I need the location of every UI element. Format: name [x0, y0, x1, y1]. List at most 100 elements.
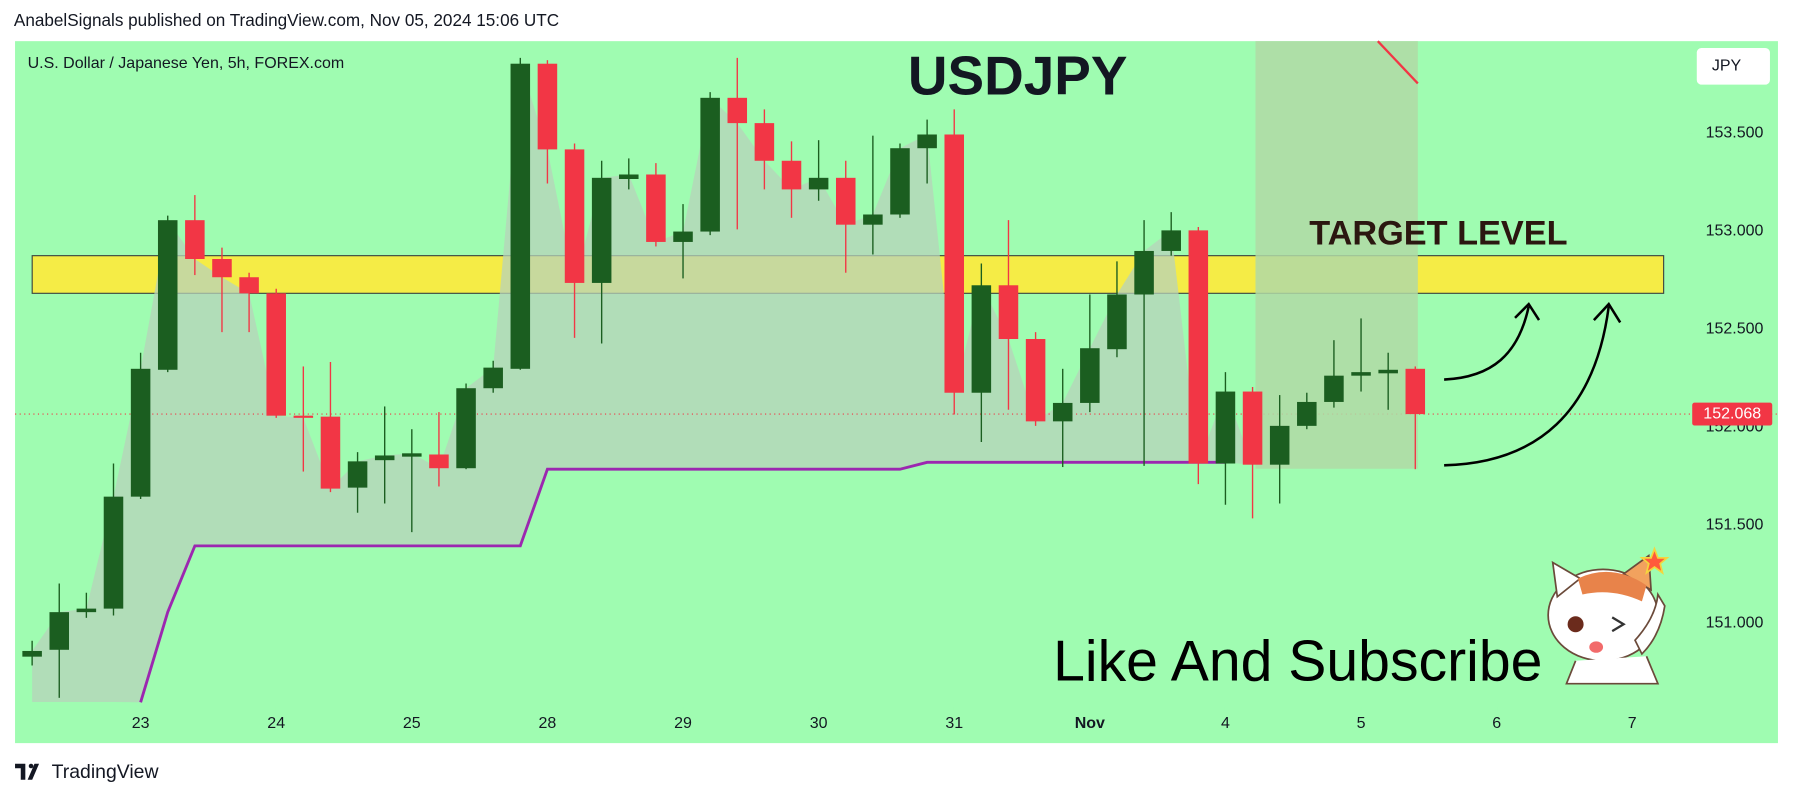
candle-body: [374, 455, 395, 461]
cat-paw: [1634, 591, 1666, 656]
arrow-head: [1514, 302, 1541, 321]
logo-dot: [28, 763, 34, 769]
candle-body: [293, 415, 314, 418]
x-tick-label: Nov: [1075, 715, 1105, 732]
candle-body: [971, 285, 992, 393]
candle-body: [1052, 402, 1073, 422]
candle-body: [537, 63, 558, 150]
y-tick-label: 152.500: [1706, 321, 1764, 338]
candle-body: [212, 259, 232, 278]
candle-body: [1025, 339, 1046, 422]
candle-body: [835, 177, 856, 225]
y-tick-label: 151.500: [1706, 517, 1764, 534]
cat-wink: [1611, 616, 1626, 633]
candle-body: [1134, 250, 1154, 295]
candle-body: [1269, 425, 1290, 465]
candle-body: [483, 367, 503, 389]
candle-body: [266, 293, 286, 416]
candle-body: [1405, 368, 1426, 415]
candle-body: [1188, 230, 1209, 464]
y-tick-label: 153.500: [1706, 125, 1764, 142]
candle-body: [890, 148, 910, 215]
candle-body: [1107, 294, 1127, 350]
x-tick-label: 31: [945, 715, 963, 732]
publish-header: AnabelSignals published on TradingView.c…: [14, 10, 559, 30]
candle-body: [49, 612, 70, 650]
candle-body: [863, 214, 883, 225]
cat-patch: [1577, 571, 1647, 602]
x-tick-label: 24: [267, 715, 285, 732]
y-tick-label: 153.000: [1706, 223, 1764, 240]
candle-body: [1351, 372, 1371, 376]
candle-body: [239, 277, 259, 294]
candle-body: [130, 368, 151, 497]
candle-body: [429, 454, 449, 469]
candle-body: [754, 123, 775, 161]
arrows: [1444, 302, 1622, 467]
currency-label: JPY: [1712, 58, 1742, 75]
candle-body: [185, 220, 205, 260]
symbol-description: U.S. Dollar / Japanese Yen, 5h, FOREX.co…: [28, 55, 345, 72]
candle-body: [646, 174, 666, 242]
candle-body: [22, 650, 42, 657]
arrow: [1444, 306, 1530, 381]
arrow: [1444, 306, 1611, 467]
x-tick-label: 30: [810, 715, 828, 732]
candle-body: [619, 174, 639, 180]
candle-body: [402, 453, 422, 457]
candle-body: [591, 177, 612, 283]
chart-title: USDJPY: [908, 45, 1128, 107]
cat-eye: [1567, 616, 1584, 633]
x-tick-label: 6: [1492, 715, 1501, 732]
subscribe-annotation: Like And Subscribe: [1053, 629, 1542, 693]
x-tick-label: 5: [1357, 715, 1366, 732]
x-tick-label: 23: [132, 715, 150, 732]
footer-brand: TradingView: [52, 761, 160, 783]
axis-layer: 151.000151.500152.000152.500153.000153.5…: [132, 125, 1773, 732]
x-tick-label: 28: [539, 715, 557, 732]
x-tick-label: 4: [1221, 715, 1230, 732]
cat-body: [1565, 655, 1660, 685]
candles-layer: [22, 57, 1426, 703]
candle-body: [320, 416, 341, 489]
x-tick-label: 25: [403, 715, 421, 732]
y-tick-label: 151.000: [1706, 615, 1764, 632]
x-tick-label: 7: [1628, 715, 1637, 732]
candle-body: [1080, 348, 1100, 403]
candle-body: [76, 608, 97, 613]
candle-body: [727, 97, 748, 124]
last-price-label: 152.068: [1703, 405, 1761, 422]
candle-body: [103, 496, 124, 609]
x-tick-label: 29: [674, 715, 692, 732]
candle-body: [700, 97, 720, 232]
candle-body: [1378, 369, 1398, 374]
price-area: [32, 63, 1416, 703]
candle-body: [564, 149, 585, 283]
cat-star: [1639, 546, 1670, 575]
target-annotation: TARGET LEVEL: [1309, 215, 1567, 253]
cat-sticker: [1547, 546, 1670, 685]
candle-body: [673, 231, 693, 242]
candle-body: [1161, 230, 1181, 251]
projection-line: [1376, 40, 1419, 85]
candle-body: [808, 177, 829, 190]
candle-body: [456, 388, 476, 469]
logo-mark: [15, 763, 40, 780]
last-price-tag: [1692, 402, 1773, 426]
candle-body: [1297, 401, 1317, 426]
cat-ear: [1551, 560, 1582, 599]
candle-body: [917, 134, 937, 149]
tradingview-logo: [15, 763, 40, 780]
candle-body: [510, 63, 531, 369]
stop-line: [139, 460, 1226, 703]
currency-box: [1696, 48, 1770, 85]
candle-body: [781, 160, 802, 190]
candle-body: [157, 220, 178, 370]
candle-body: [944, 134, 964, 393]
cat-mouth: [1589, 641, 1604, 653]
arrow-head: [1592, 302, 1622, 324]
candle-body: [1215, 391, 1236, 464]
candle-body: [347, 461, 368, 488]
